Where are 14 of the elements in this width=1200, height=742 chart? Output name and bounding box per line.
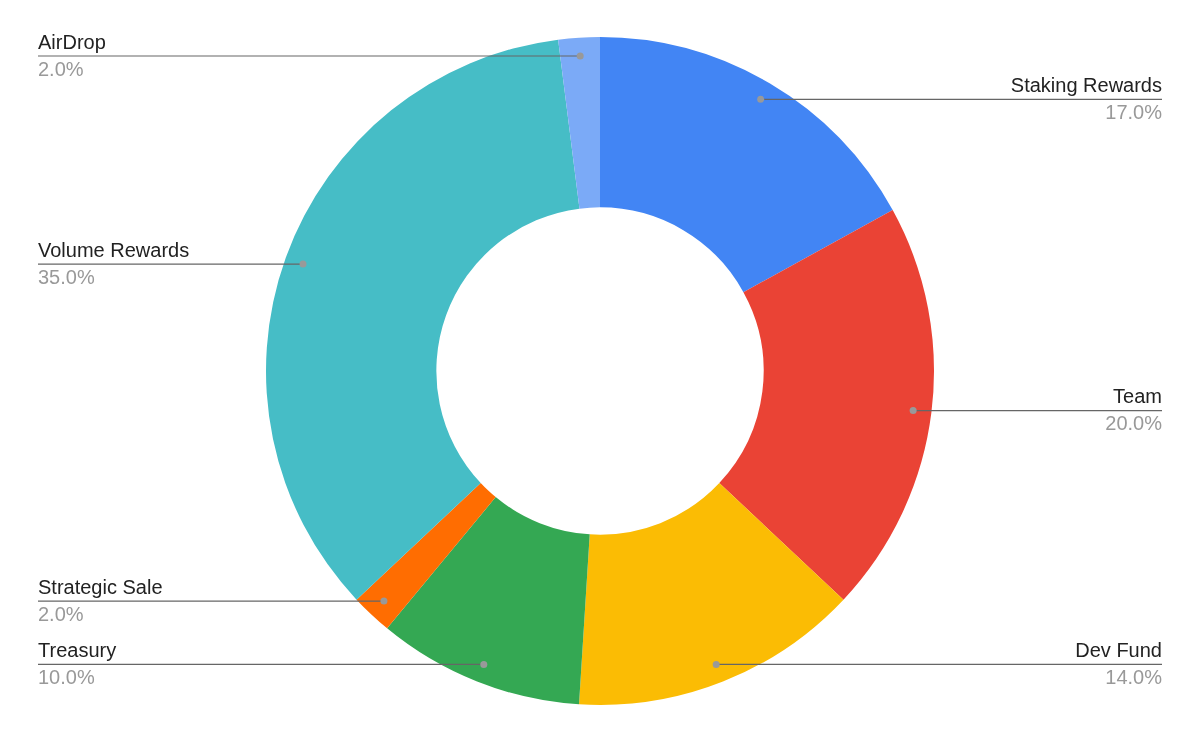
- data-label: 2.0%: [38, 57, 84, 80]
- data-label: 17.0%: [1105, 100, 1163, 123]
- slice-label: Staking Rewards: [1010, 73, 1162, 96]
- data-label: 2.0%: [38, 602, 84, 625]
- slice-label: Dev Fund: [1075, 638, 1162, 661]
- data-label: 20.0%: [1105, 412, 1163, 435]
- data-label: 10.0%: [38, 665, 95, 688]
- slice-label: Volume Rewards: [38, 238, 190, 261]
- data-label: 14.0%: [1105, 665, 1163, 688]
- slice-label: Treasury: [38, 638, 117, 661]
- slice-label: Strategic Sale: [38, 575, 163, 598]
- slice-label: AirDrop: [38, 30, 106, 53]
- data-label: 35.0%: [38, 265, 95, 288]
- slice-label: Team: [1113, 385, 1162, 408]
